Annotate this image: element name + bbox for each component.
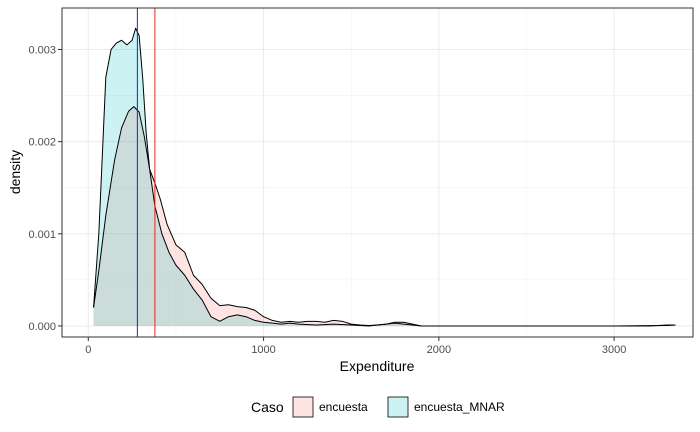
x-tick-label: 2000 xyxy=(427,344,451,356)
legend-title: Caso xyxy=(251,399,284,415)
density-curve-encuesta-mnar xyxy=(93,27,676,327)
legend-key-encuesta xyxy=(292,396,314,418)
legend: Caso encuesta encuesta_MNAR xyxy=(251,396,505,418)
density-area-encuesta xyxy=(93,106,676,326)
x-tick-label: 1000 xyxy=(251,344,275,356)
x-tick-label: 3000 xyxy=(602,344,626,356)
y-tick-label: 0.003 xyxy=(28,44,56,56)
y-tick-label: 0.000 xyxy=(28,321,56,333)
legend-key-background xyxy=(292,396,314,418)
legend-key-background xyxy=(387,396,409,418)
y-tick-label: 0.001 xyxy=(28,229,56,241)
x-tick-label: 0 xyxy=(85,344,91,356)
legend-label-encuesta-mnar: encuesta_MNAR xyxy=(414,400,505,414)
y-axis: 0.000 0.001 0.002 0.003 xyxy=(28,44,62,333)
y-axis-title: density xyxy=(7,150,23,194)
density-area-encuesta-mnar xyxy=(93,28,676,326)
panel-border xyxy=(61,7,694,338)
x-axis: 0 1000 2000 3000 xyxy=(85,337,626,356)
x-axis-title: Expenditure xyxy=(340,358,415,374)
density-areas xyxy=(93,27,676,327)
y-tick-label: 0.002 xyxy=(28,137,56,149)
legend-label-encuesta: encuesta xyxy=(319,400,368,414)
mean-lines xyxy=(136,8,156,337)
legend-key-encuesta-mnar xyxy=(387,396,409,418)
